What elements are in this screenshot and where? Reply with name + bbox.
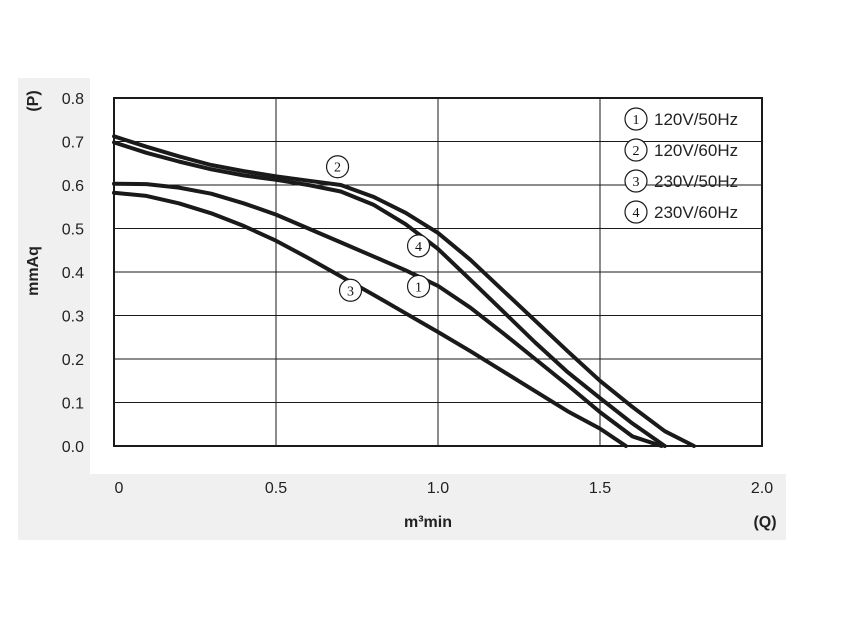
y-tick-label-5: 0.5 (62, 222, 84, 239)
series-line-4 (112, 140, 667, 448)
legend-marker-circle-1 (624, 107, 648, 131)
x-tick-label-3: 1.5 (589, 480, 611, 497)
legend-marker-label-4: 4 (633, 206, 640, 221)
y-axis-label: mmAq (25, 246, 42, 296)
x-axis-symbol: (Q) (753, 514, 776, 531)
legend-marker-label-3: 3 (633, 175, 640, 190)
y-tick-label-0: 0.0 (62, 439, 84, 456)
chart-panel-left (18, 78, 90, 540)
series-marker-label-2: 2 (334, 161, 341, 176)
series-lines (112, 134, 696, 448)
x-tick-label-1: 0.5 (265, 480, 287, 497)
legend-marker-label-2: 2 (633, 144, 640, 159)
legend-entry-4: 230V/60Hz (654, 203, 738, 222)
series-markers: 1 2 3 4 (325, 155, 431, 302)
series-marker-circle-3 (338, 278, 363, 302)
legend-entry-2: 120V/60Hz (654, 141, 738, 160)
y-tick-label-3: 0.3 (62, 309, 84, 326)
y-tick-label-4: 0.4 (62, 265, 84, 282)
series-line-3 (112, 190, 628, 448)
legend: 1 120V/50Hz 2 120V/60Hz 3 230V/50Hz 4 230V/60Hz (624, 107, 738, 224)
grid-lines (114, 98, 762, 446)
series-line-2 (112, 134, 696, 448)
y-tick-label-8: 0.8 (62, 91, 84, 108)
legend-marker-circle-2 (624, 138, 648, 162)
series-marker-circle-2 (325, 155, 350, 179)
series-marker-circle-1 (406, 274, 431, 298)
plot-frame (113, 97, 763, 447)
x-tick-labels: 0 0.5 1.0 1.5 2.0 (115, 480, 774, 497)
x-axis-label: m³min (404, 514, 452, 531)
x-tick-label-4: 2.0 (751, 480, 773, 497)
series-marker-label-4: 4 (415, 240, 422, 255)
y-tick-label-6: 0.6 (62, 178, 84, 195)
legend-marker-label-1: 1 (633, 113, 640, 128)
legend-entry-3: 230V/50Hz (654, 172, 738, 191)
legend-marker-circle-3 (624, 169, 648, 193)
x-tick-label-0: 0 (115, 480, 124, 497)
y-axis-symbol: (P) (25, 90, 42, 111)
chart-panel-bottom (18, 474, 786, 540)
y-tick-label-7: 0.7 (62, 135, 84, 152)
y-tick-labels: 0.0 0.1 0.2 0.3 0.4 0.5 0.6 0.7 0.8 (62, 91, 84, 456)
y-tick-label-1: 0.1 (62, 396, 84, 413)
legend-marker-circle-4 (624, 200, 648, 224)
series-marker-label-1: 1 (415, 280, 422, 295)
series-marker-circle-4 (406, 234, 431, 258)
x-tick-label-2: 1.0 (427, 480, 449, 497)
legend-entry-1: 120V/50Hz (654, 110, 738, 129)
y-tick-label-2: 0.2 (62, 352, 84, 369)
series-marker-label-3: 3 (347, 284, 354, 299)
series-line-1 (112, 181, 664, 448)
